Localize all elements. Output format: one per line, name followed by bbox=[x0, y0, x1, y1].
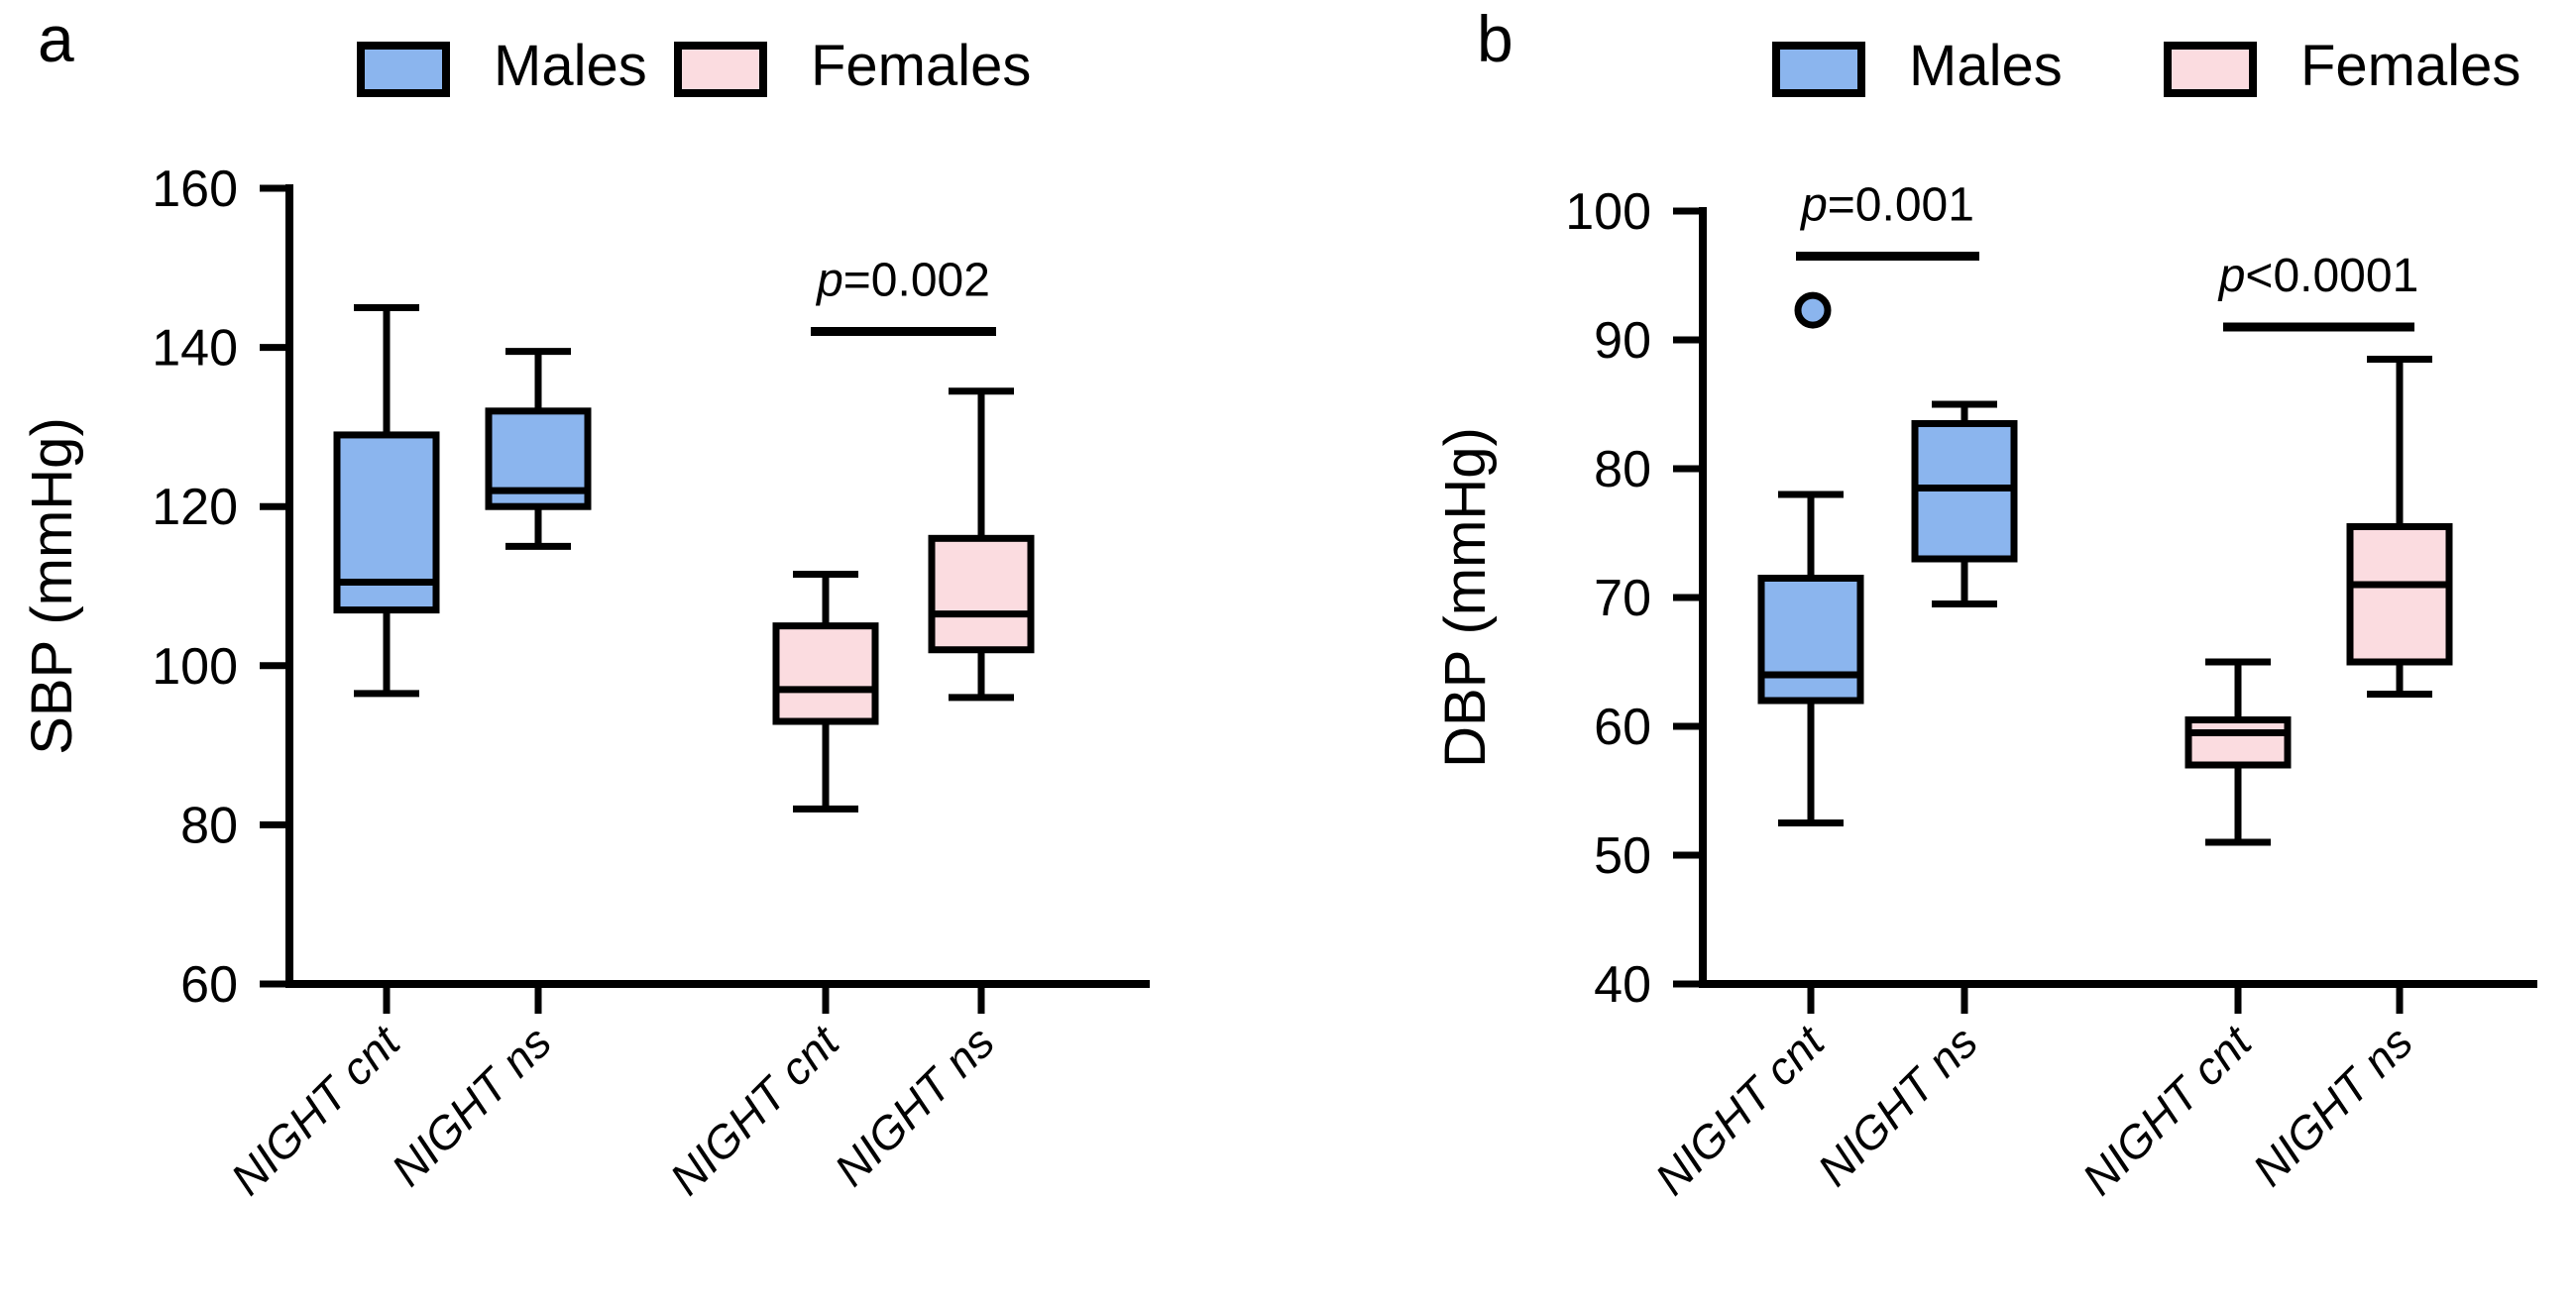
iqr-box bbox=[2184, 716, 2292, 769]
significance-annotation: p=0.001 bbox=[1796, 179, 1979, 261]
box-males-night-cnt bbox=[333, 303, 440, 698]
y-tick-label: 60 bbox=[1594, 699, 1651, 756]
x-tick-label: NIGHT ns bbox=[1808, 1016, 1987, 1195]
x-tick-label: NIGHT ns bbox=[825, 1016, 1004, 1195]
panel-a-letter: a bbox=[38, 2, 74, 75]
y-tick-label: 40 bbox=[1594, 956, 1651, 1014]
y-tick-label: 100 bbox=[1565, 183, 1651, 241]
box-males-night-cnt bbox=[1757, 291, 1864, 826]
x-tick-label: NIGHT cnt bbox=[2072, 1015, 2263, 1205]
box-males-night-ns bbox=[485, 348, 592, 550]
y-tick-label: 120 bbox=[152, 479, 238, 536]
x-tick-label: NIGHT ns bbox=[382, 1016, 561, 1195]
y-tick-label: 80 bbox=[1594, 441, 1651, 498]
significance-annotation: p<0.0001 bbox=[2217, 250, 2419, 332]
panel-b-letter: b bbox=[1477, 2, 1513, 75]
box-females-night-cnt bbox=[772, 570, 879, 813]
box-females-night-ns bbox=[2346, 356, 2453, 698]
y-tick-label: 50 bbox=[1594, 827, 1651, 885]
iqr-box bbox=[2346, 523, 2453, 666]
x-tick-label: NIGHT cnt bbox=[221, 1015, 411, 1205]
box-females-night-ns bbox=[928, 387, 1035, 702]
y-tick-label: 160 bbox=[152, 161, 238, 218]
y-tick-label: 100 bbox=[152, 638, 238, 696]
females-legend-label: Females bbox=[811, 34, 1032, 98]
box-males-night-ns bbox=[1911, 400, 2018, 607]
box-females-night-cnt bbox=[2184, 658, 2292, 846]
p-value-label: p<0.0001 bbox=[2217, 250, 2419, 302]
x-tick-label: NIGHT cnt bbox=[660, 1015, 850, 1205]
y-axis-title: SBP (mmHg) bbox=[20, 417, 84, 755]
females-legend-label: Females bbox=[2300, 34, 2521, 98]
iqr-box bbox=[772, 622, 879, 725]
y-tick-label: 80 bbox=[180, 797, 238, 854]
y-tick-label: 140 bbox=[152, 320, 238, 378]
males-swatch bbox=[357, 42, 450, 97]
p-value-label: p=0.002 bbox=[815, 255, 990, 307]
p-value-label: p=0.001 bbox=[1799, 179, 1974, 232]
outlier-point bbox=[1794, 291, 1832, 329]
males-swatch bbox=[1772, 42, 1865, 97]
iqr-box bbox=[928, 534, 1035, 654]
y-axis-title: DBP (mmHg) bbox=[1433, 427, 1498, 768]
y-tick-label: 60 bbox=[180, 956, 238, 1014]
females-swatch bbox=[674, 42, 767, 97]
females-swatch bbox=[2164, 42, 2257, 97]
y-tick-label: 70 bbox=[1594, 570, 1651, 627]
males-legend-label: Males bbox=[494, 34, 647, 98]
significance-annotation: p=0.002 bbox=[811, 255, 996, 337]
y-tick-label: 90 bbox=[1594, 312, 1651, 370]
x-tick-label: NIGHT ns bbox=[2243, 1016, 2422, 1195]
x-tick-label: NIGHT cnt bbox=[1645, 1015, 1836, 1205]
iqr-box bbox=[1757, 575, 1864, 705]
males-legend-label: Males bbox=[1909, 34, 2063, 98]
